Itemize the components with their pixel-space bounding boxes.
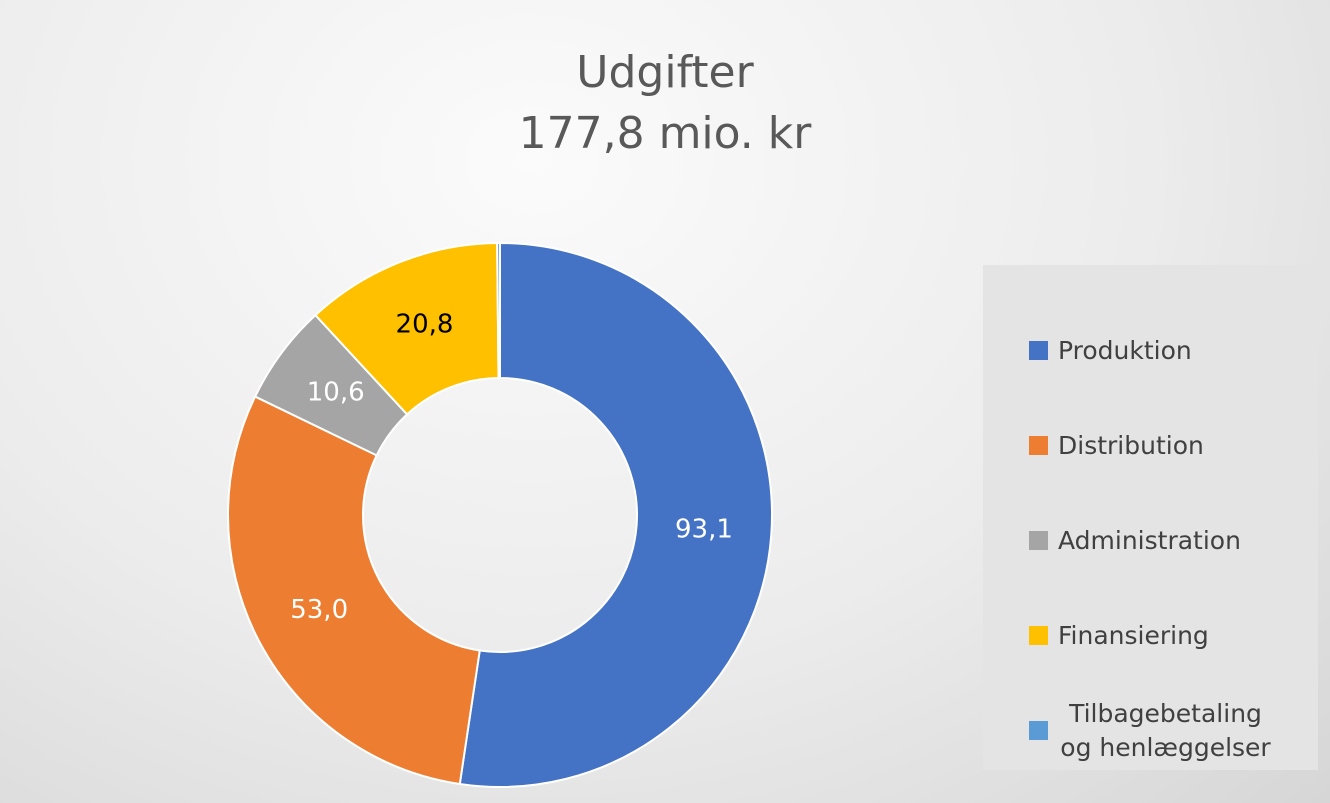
legend-item: Produktion bbox=[1029, 303, 1318, 398]
legend-label: Tilbagebetaling og henlæggelser bbox=[1060, 698, 1271, 762]
legend-label: Administration bbox=[1058, 525, 1241, 555]
legend-swatch bbox=[1029, 721, 1048, 740]
legend-item: Distribution bbox=[1029, 398, 1318, 493]
legend-swatch bbox=[1029, 436, 1048, 455]
chart-subtitle: 177,8 mio. kr bbox=[519, 108, 813, 159]
data-label: 10,6 bbox=[307, 378, 365, 408]
slice bbox=[458, 241, 773, 788]
slice bbox=[496, 241, 501, 380]
slice bbox=[227, 395, 481, 786]
data-label: 93,1 bbox=[675, 515, 733, 545]
legend-label: Distribution bbox=[1058, 430, 1204, 460]
data-label: 53,0 bbox=[290, 595, 348, 625]
data-label: 20,8 bbox=[396, 309, 454, 339]
legend: Produktion Distribution Administration Fina… bbox=[983, 265, 1318, 770]
legend-item: Tilbagebetaling og henlæggelser bbox=[1029, 683, 1318, 778]
chart-title: Udgifter bbox=[576, 47, 754, 98]
legend-swatch bbox=[1029, 531, 1048, 550]
legend-item: Administration bbox=[1029, 493, 1318, 588]
legend-item: Finansiering bbox=[1029, 588, 1318, 683]
legend-label: Finansiering bbox=[1058, 620, 1209, 650]
legend-swatch bbox=[1029, 626, 1048, 645]
legend-swatch bbox=[1029, 341, 1048, 360]
legend-label: Produktion bbox=[1058, 335, 1192, 365]
